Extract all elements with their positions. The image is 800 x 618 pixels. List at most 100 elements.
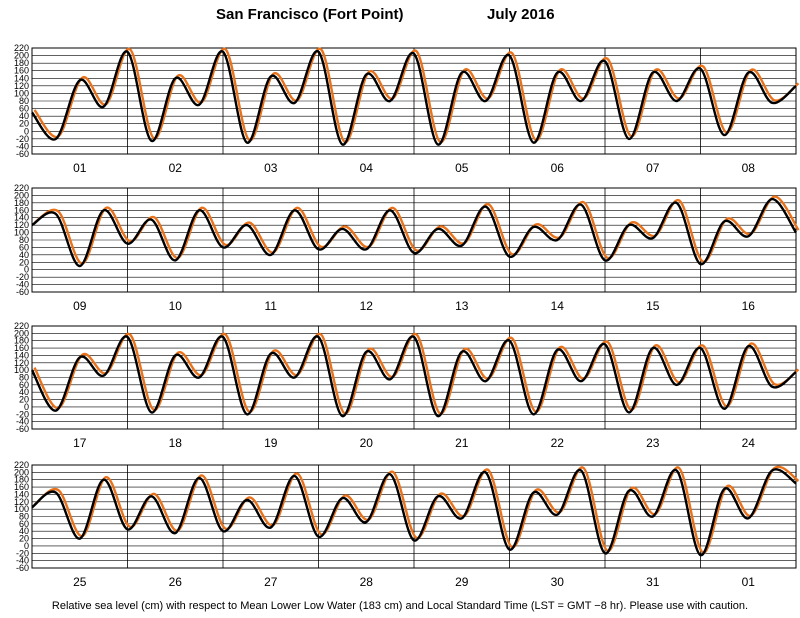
y-tick-label: 220	[14, 321, 29, 331]
day-label: 03	[264, 161, 278, 175]
y-tick-label: -40	[16, 556, 29, 566]
predicted-tide-line	[33, 47, 800, 144]
y-tick-label: -60	[16, 149, 29, 159]
y-tick-label: 80	[19, 235, 29, 245]
y-tick-label: 140	[14, 350, 29, 360]
y-tick-label: 160	[14, 343, 29, 353]
y-tick-label: 0	[24, 265, 29, 275]
y-tick-label: 0	[24, 402, 29, 412]
station-title: San Francisco (Fort Point)	[216, 6, 404, 23]
day-label: 01	[742, 575, 756, 589]
y-tick-label: 20	[19, 534, 29, 544]
y-tick-label: -20	[16, 548, 29, 558]
y-tick-label: 20	[19, 119, 29, 129]
y-tick-label: 120	[14, 358, 29, 368]
y-tick-label: 40	[19, 111, 29, 121]
y-tick-label: 180	[14, 58, 29, 68]
y-tick-label: 80	[19, 96, 29, 106]
day-label: 27	[264, 575, 278, 589]
predicted-tide-line	[33, 333, 800, 415]
y-tick-label: 60	[19, 519, 29, 529]
chart-footnote: Relative sea level (cm) with respect to …	[51, 600, 749, 612]
y-tick-label: 160	[14, 205, 29, 215]
panel-frame	[31, 47, 797, 155]
y-tick-label: -20	[16, 272, 29, 282]
y-tick-label: 180	[14, 198, 29, 208]
day-label: 23	[646, 436, 660, 450]
day-label: 04	[360, 161, 374, 175]
y-tick-label: -40	[16, 280, 29, 290]
day-label: 13	[455, 299, 469, 313]
y-tick-label: -60	[16, 287, 29, 297]
y-tick-label: 40	[19, 250, 29, 260]
y-tick-label: -60	[16, 424, 29, 434]
y-tick-label: 100	[14, 365, 29, 375]
y-tick-label: 160	[14, 482, 29, 492]
day-label: 17	[73, 436, 87, 450]
observed-tide-line	[31, 197, 798, 268]
y-tick-label: 140	[14, 489, 29, 499]
y-tick-label: 100	[14, 504, 29, 514]
y-tick-label: -40	[16, 141, 29, 151]
y-tick-label: 80	[19, 512, 29, 522]
y-tick-label: 200	[14, 467, 29, 477]
panel-frame	[31, 187, 797, 293]
panel-frame	[31, 464, 797, 569]
y-tick-label: 220	[14, 43, 29, 53]
y-tick-label: 140	[14, 73, 29, 83]
y-tick-label: 120	[14, 81, 29, 91]
y-tick-label: -60	[16, 563, 29, 573]
day-label: 26	[169, 575, 183, 589]
y-tick-label: 40	[19, 526, 29, 536]
observed-tide-line	[30, 335, 797, 418]
day-label: 18	[169, 436, 183, 450]
month-year-title: July 2016	[487, 6, 555, 23]
y-tick-label: 100	[14, 88, 29, 98]
day-label: 20	[360, 436, 374, 450]
day-label: 07	[646, 161, 660, 175]
y-tick-label: 20	[19, 257, 29, 267]
day-label: 28	[360, 575, 374, 589]
day-label: 01	[73, 161, 87, 175]
y-tick-label: 220	[14, 460, 29, 470]
y-tick-label: 200	[14, 328, 29, 338]
day-label: 25	[73, 575, 87, 589]
day-label: 05	[455, 161, 469, 175]
y-tick-label: 100	[14, 228, 29, 238]
y-tick-label: 180	[14, 336, 29, 346]
day-label: 30	[551, 575, 565, 589]
y-tick-label: 0	[24, 126, 29, 136]
day-label: 14	[551, 299, 565, 313]
day-label: 10	[169, 299, 183, 313]
y-tick-label: 220	[14, 183, 29, 193]
day-label: 21	[455, 436, 469, 450]
y-tick-label: 160	[14, 66, 29, 76]
y-tick-label: 120	[14, 220, 29, 230]
y-tick-label: 40	[19, 387, 29, 397]
day-label: 09	[73, 299, 87, 313]
day-label: 08	[742, 161, 756, 175]
observed-tide-line	[31, 50, 797, 146]
day-label: 06	[551, 161, 565, 175]
y-tick-label: 0	[24, 541, 29, 551]
y-tick-label: 60	[19, 380, 29, 390]
y-tick-label: 180	[14, 475, 29, 485]
day-label: 29	[455, 575, 469, 589]
y-tick-label: -40	[16, 417, 29, 427]
day-label: 24	[742, 436, 756, 450]
y-tick-label: 200	[14, 51, 29, 61]
y-tick-label: -20	[16, 409, 29, 419]
day-label: 22	[551, 436, 565, 450]
panel-frame	[31, 325, 797, 430]
y-tick-label: 20	[19, 395, 29, 405]
y-tick-label: 140	[14, 213, 29, 223]
day-label: 02	[169, 161, 183, 175]
day-label: 16	[742, 299, 756, 313]
y-tick-label: 60	[19, 242, 29, 252]
y-tick-label: -20	[16, 134, 29, 144]
day-label: 11	[265, 299, 278, 313]
day-label: 19	[264, 436, 278, 450]
day-label: 12	[360, 299, 374, 313]
